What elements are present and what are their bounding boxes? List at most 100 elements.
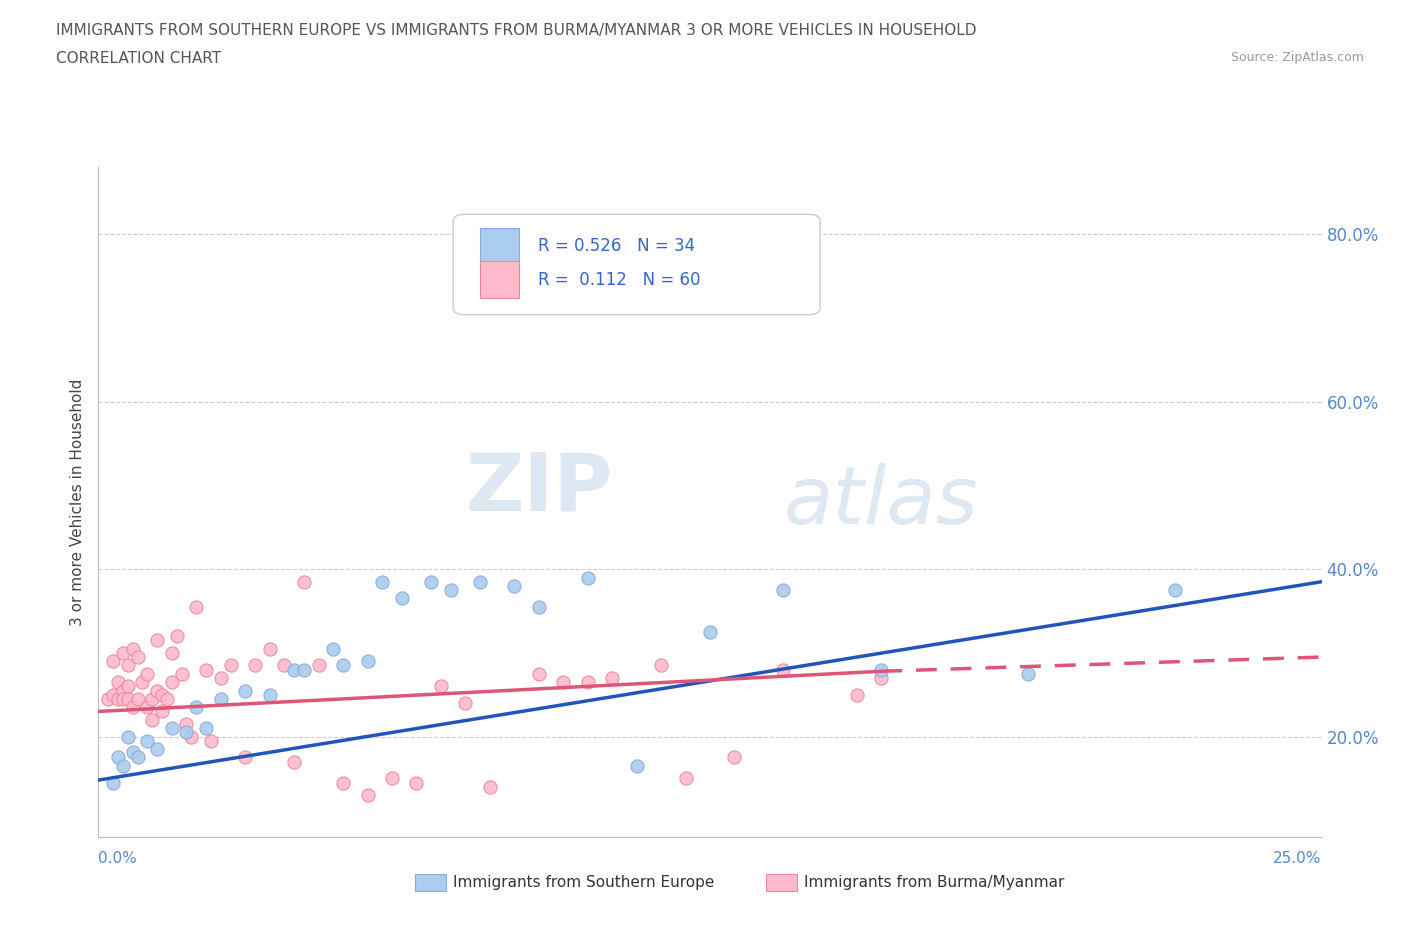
Point [420, 575, 443, 590]
FancyBboxPatch shape [479, 261, 519, 299]
Point [127, 692, 149, 707]
Point [292, 575, 315, 590]
Point [478, 779, 501, 794]
Point [440, 582, 463, 598]
Point [121, 744, 143, 759]
Point [200, 733, 222, 748]
Text: R =  0.112   N = 60: R = 0.112 N = 60 [537, 271, 700, 289]
Point [1164, 582, 1187, 598]
Point [772, 662, 794, 677]
Text: ZIP: ZIP [465, 450, 612, 528]
Point [121, 700, 143, 715]
Point [136, 700, 159, 715]
Point [553, 675, 575, 690]
Text: atlas: atlas [783, 463, 979, 541]
Point [259, 687, 281, 702]
Point [141, 712, 163, 727]
Point [356, 788, 378, 803]
Point [160, 645, 183, 660]
Point [371, 575, 394, 590]
Point [699, 625, 721, 640]
Point [127, 750, 149, 764]
Point [176, 725, 198, 740]
Text: 0.0%: 0.0% [98, 851, 138, 866]
Point [101, 654, 124, 669]
Point [186, 600, 208, 615]
Point [527, 667, 550, 682]
Point [111, 692, 134, 707]
Point [101, 687, 124, 702]
Point [576, 570, 599, 585]
Point [723, 750, 745, 764]
Point [146, 742, 169, 757]
Point [170, 667, 193, 682]
Point [160, 721, 183, 736]
Point [150, 687, 173, 702]
Point [626, 759, 648, 774]
Point [160, 675, 183, 690]
FancyBboxPatch shape [479, 228, 519, 265]
Point [405, 776, 427, 790]
Point [107, 675, 129, 690]
Point [141, 692, 163, 707]
Y-axis label: 3 or more Vehicles in Household: 3 or more Vehicles in Household [70, 379, 86, 626]
Point [430, 679, 453, 694]
Point [209, 692, 232, 707]
Point [136, 733, 159, 748]
Point [650, 658, 672, 673]
Point [233, 750, 256, 764]
Point [117, 692, 139, 707]
Point [180, 729, 202, 744]
Point [283, 662, 305, 677]
Text: IMMIGRANTS FROM SOUTHERN EUROPE VS IMMIGRANTS FROM BURMA/MYANMAR 3 OR MORE VEHIC: IMMIGRANTS FROM SOUTHERN EUROPE VS IMMIG… [56, 23, 977, 38]
Point [131, 675, 153, 690]
Point [454, 696, 477, 711]
Point [322, 642, 344, 657]
Point [259, 642, 281, 657]
Point [283, 754, 305, 769]
Point [576, 675, 599, 690]
Point [146, 633, 169, 648]
Point [332, 658, 354, 673]
Text: R = 0.526   N = 34: R = 0.526 N = 34 [537, 237, 695, 256]
Point [97, 692, 120, 707]
Point [121, 642, 143, 657]
Point [870, 662, 893, 677]
Point [117, 658, 139, 673]
Point [146, 684, 169, 698]
Point [243, 658, 266, 673]
Point [772, 582, 794, 598]
Point [195, 662, 218, 677]
Point [150, 704, 173, 719]
Point [845, 687, 868, 702]
Point [381, 771, 404, 786]
Point [195, 721, 218, 736]
Point [675, 771, 697, 786]
Point [356, 654, 378, 669]
Point [117, 729, 139, 744]
Point [391, 591, 413, 606]
Point [503, 578, 526, 593]
Point [117, 679, 139, 694]
Point [111, 684, 134, 698]
Point [101, 776, 124, 790]
FancyBboxPatch shape [453, 214, 820, 314]
Point [332, 776, 354, 790]
Point [186, 700, 208, 715]
Point [600, 671, 623, 685]
Point [107, 750, 129, 764]
Point [156, 692, 179, 707]
Point [527, 600, 550, 615]
Text: CORRELATION CHART: CORRELATION CHART [56, 51, 221, 66]
Text: Immigrants from Southern Europe: Immigrants from Southern Europe [453, 875, 714, 890]
Point [273, 658, 295, 673]
Point [292, 662, 315, 677]
Point [176, 717, 198, 732]
Point [136, 667, 159, 682]
Point [209, 671, 232, 685]
Text: Immigrants from Burma/Myanmar: Immigrants from Burma/Myanmar [804, 875, 1064, 890]
Point [127, 650, 149, 665]
Point [468, 575, 491, 590]
Point [219, 658, 242, 673]
Point [111, 645, 134, 660]
